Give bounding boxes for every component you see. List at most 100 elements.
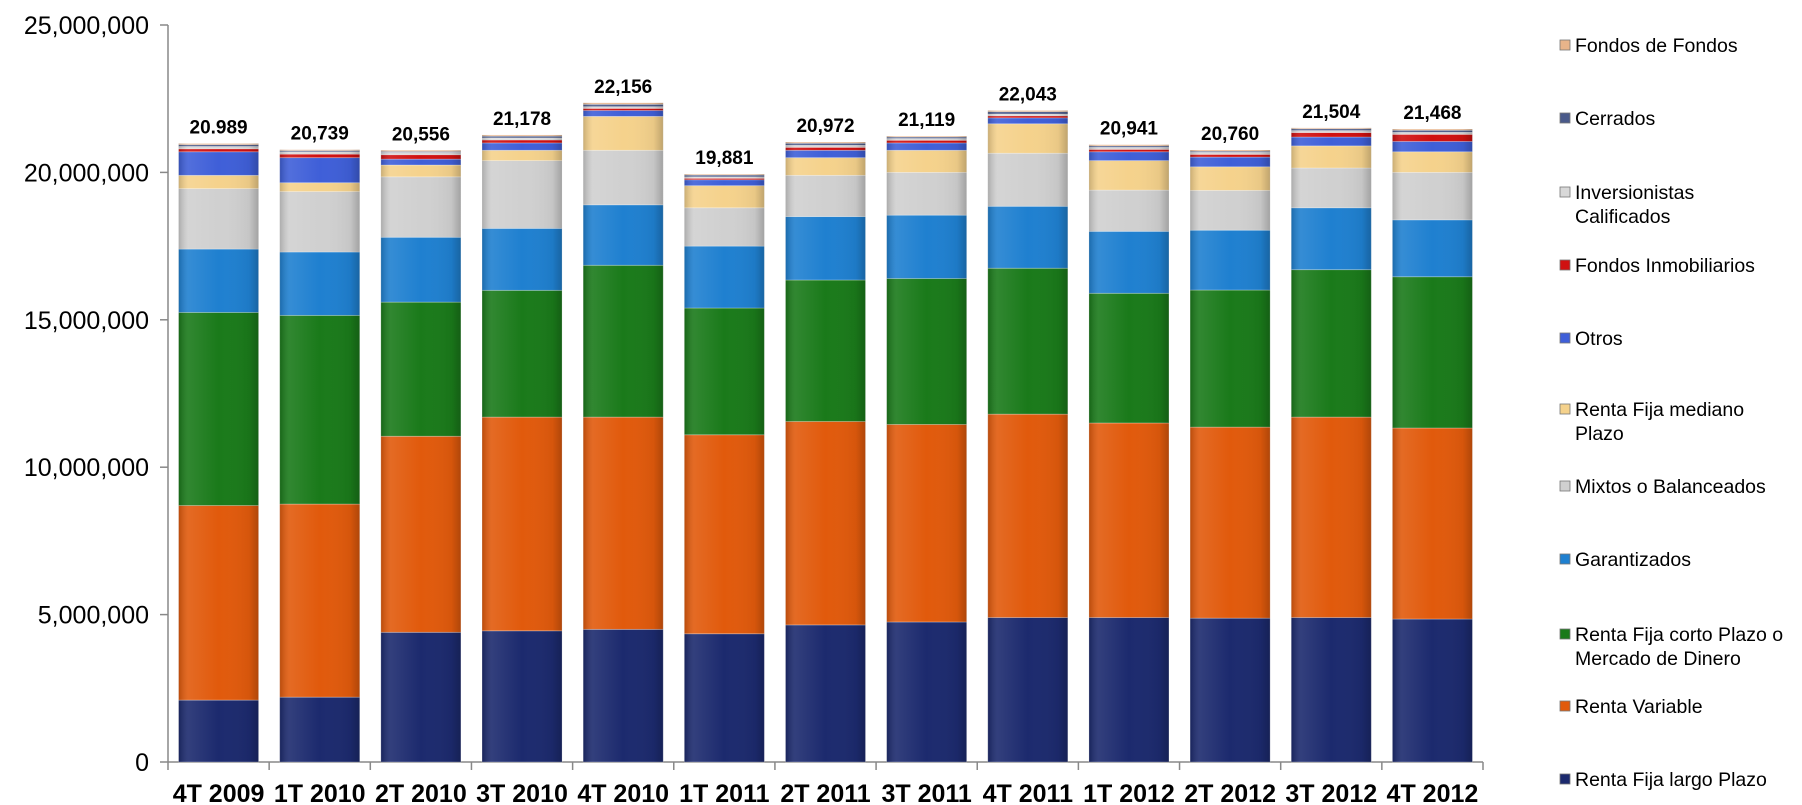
bar-stack: [481, 134, 563, 763]
bar-segment-shading: [380, 154, 461, 160]
bar-segment-shading: [886, 150, 967, 173]
total-label: 20.989: [190, 118, 248, 139]
bar-segment-shading: [987, 110, 1068, 112]
bar-segment-shading: [684, 174, 765, 176]
bar-segment-shading: [1291, 617, 1372, 762]
x-tick-label: 4T 2011: [983, 780, 1073, 805]
bar-segment-shading: [1392, 134, 1473, 142]
bar-segment-shading: [482, 139, 563, 143]
total-label: 21,468: [1403, 103, 1461, 124]
bar-segment-shading: [380, 165, 461, 177]
bar-stack: [279, 149, 361, 763]
bar-segment-shading: [380, 436, 461, 633]
total-label: 22,043: [999, 84, 1057, 105]
bar-segment-shading: [987, 617, 1068, 762]
bar-segment-shading: [886, 621, 967, 762]
bar-stack: [1290, 127, 1372, 763]
bar-segment-shading: [785, 157, 866, 176]
legend-item: Otros: [1559, 328, 1623, 350]
bar-segment-shading: [886, 172, 967, 216]
bar-segment-shading: [178, 143, 259, 145]
bar-segment-shading: [886, 142, 967, 151]
bar-segment-shading: [785, 143, 866, 146]
y-tick-label: 15,000,000: [24, 307, 149, 335]
bar-stack: [582, 102, 664, 763]
bar-segment-shading: [987, 268, 1068, 415]
bar-segment-shading: [886, 136, 967, 138]
bars: [178, 102, 1473, 763]
y-tick-label: 20,000,000: [24, 159, 149, 187]
bar-segment-shading: [1190, 149, 1271, 152]
legend-label: Renta Fija mediano: [1575, 399, 1744, 421]
bar-segment-shading: [178, 249, 259, 313]
legend-label: Otros: [1575, 328, 1623, 350]
y-tick-label: 25,000,000: [24, 12, 149, 40]
bar-segment-shading: [1291, 207, 1372, 270]
bar-segment-shading: [583, 102, 664, 105]
bar-segment-shading: [380, 632, 461, 762]
legend-label: Mixtos o Balanceados: [1575, 476, 1766, 498]
bar-segment-shading: [785, 150, 866, 158]
legend-label: Renta Fija corto Plazo o: [1575, 624, 1783, 646]
y-tick-label: 10,000,000: [24, 454, 149, 482]
bar-segment-shading: [482, 417, 563, 631]
bar-segment-shading: [482, 150, 563, 161]
bar-segment-shading: [482, 228, 563, 291]
bar-segment-shading: [1291, 132, 1372, 138]
bar-segment-shading: [1088, 422, 1169, 618]
legend-swatch: [1559, 480, 1571, 492]
bar-segment-shading: [583, 106, 664, 109]
bar-segment-shading: [1190, 290, 1271, 428]
bar-segment-shading: [886, 424, 967, 622]
bar-segment-shading: [279, 149, 360, 151]
bar-stack: [987, 110, 1069, 763]
bar-segment-shading: [380, 176, 461, 238]
bar-segment-shading: [1190, 618, 1271, 762]
bar-segment-shading: [1291, 127, 1372, 129]
bar-segment-shading: [583, 629, 664, 762]
legend-swatch: [1559, 112, 1571, 124]
bar-segment-shading: [1291, 137, 1372, 146]
bar-segment-shading: [178, 151, 259, 176]
legend-label: Cerrados: [1575, 108, 1655, 130]
bar-segment-shading: [279, 182, 360, 192]
x-tick-label: 1T 2010: [274, 780, 366, 805]
bar-segment-shading: [785, 142, 866, 144]
bar-segment-shading: [1088, 147, 1169, 150]
bar-segment-shading: [886, 140, 967, 143]
bar-segment-shading: [178, 144, 259, 147]
bar-segment-shading: [1392, 151, 1473, 173]
bar-segment-shading: [1392, 141, 1473, 152]
bar-segment-shading: [684, 178, 765, 180]
legend-label: Renta Fija largo Plazo: [1575, 769, 1767, 791]
bar-segment-shading: [482, 137, 563, 140]
bar-segment-shading: [482, 134, 563, 137]
bar-stack: [380, 149, 462, 763]
bar-segment-shading: [380, 302, 461, 437]
total-label: 21,178: [493, 109, 551, 130]
legend-label: Inversionistas: [1575, 182, 1694, 204]
bar-segment-shading: [583, 116, 664, 151]
total-label: 21,504: [1302, 102, 1361, 123]
bar-segment-shading: [1088, 145, 1169, 148]
y-tick-label: 5,000,000: [38, 602, 149, 630]
bar-segment-shading: [583, 204, 664, 266]
bar-segment-shading: [886, 138, 967, 141]
bar-segment-shading: [987, 117, 1068, 124]
legend-item: Garantizados: [1559, 549, 1691, 571]
bar-segment-shading: [987, 114, 1068, 116]
bar-segment-shading: [1291, 269, 1372, 418]
bar-segment-shading: [178, 146, 259, 149]
bar-segment-shading: [1392, 219, 1473, 277]
bar-segment-shading: [380, 151, 461, 153]
total-label: 20,760: [1201, 124, 1259, 145]
bar-segment-shading: [1291, 130, 1372, 133]
bar-segment-shading: [178, 505, 259, 701]
bar-segment-shading: [279, 251, 360, 316]
x-axis: 4T 2009 1T 2010 2T 2010 3T 2010 4T 2010 1T 20…: [167, 761, 1484, 805]
bar-segment-shading: [1088, 190, 1169, 232]
bar-segment-shading: [987, 123, 1068, 154]
bar-segment-shading: [1088, 149, 1169, 152]
